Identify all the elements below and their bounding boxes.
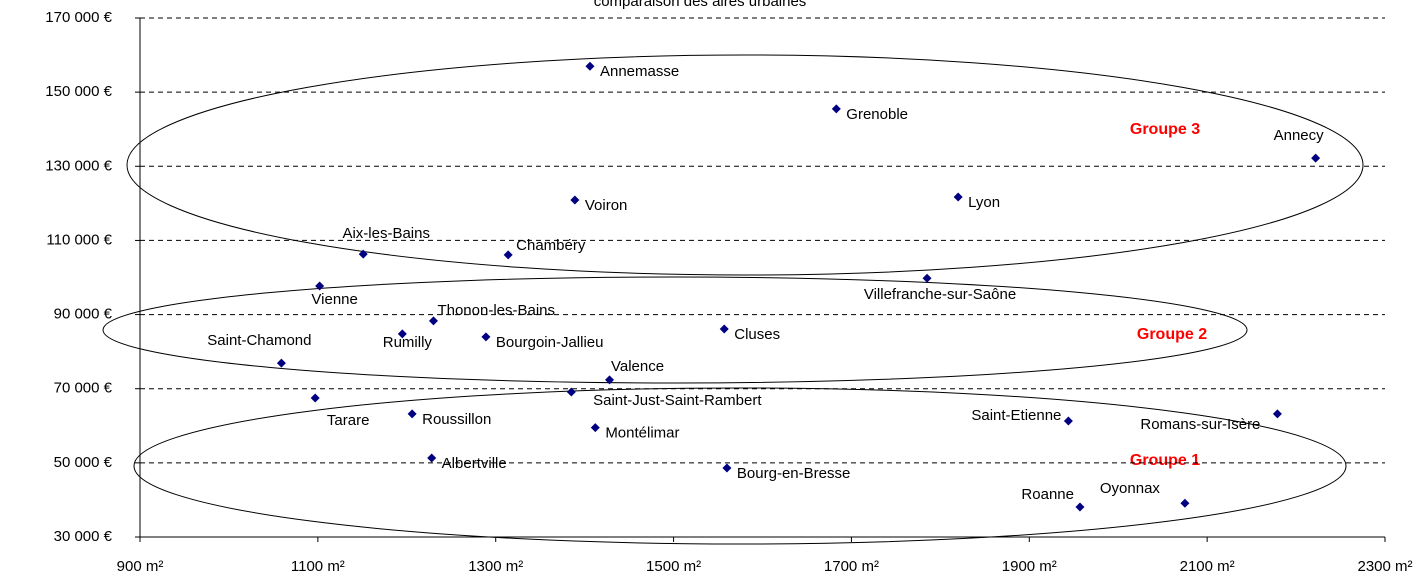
y-tick-label: 30 000 € bbox=[54, 528, 113, 545]
point bbox=[1272, 409, 1282, 419]
point bbox=[722, 463, 732, 473]
point-label: Montélimar bbox=[605, 425, 679, 442]
point bbox=[831, 104, 841, 114]
y-tick-label: 170 000 € bbox=[45, 9, 112, 26]
point bbox=[570, 195, 580, 205]
x-tick-label: 2300 m² bbox=[1357, 558, 1412, 575]
y-tick-label: 130 000 € bbox=[45, 157, 112, 174]
point bbox=[407, 409, 417, 419]
point-label: Oyonnax bbox=[1100, 480, 1161, 497]
point-label: Roanne bbox=[1021, 486, 1074, 503]
point-label: Bourgoin-Jallieu bbox=[496, 334, 604, 351]
point-label: Lyon bbox=[968, 194, 1000, 211]
point-label: Roussillon bbox=[422, 411, 491, 428]
y-tick-label: 70 000 € bbox=[54, 380, 113, 397]
x-tick-label: 1700 m² bbox=[824, 558, 879, 575]
point bbox=[481, 332, 491, 342]
chart-title: comparaison des aires urbaines bbox=[594, 0, 807, 10]
y-tick-label: 50 000 € bbox=[54, 454, 113, 471]
point bbox=[1311, 153, 1321, 163]
group-label: Groupe 1 bbox=[1130, 452, 1200, 469]
point bbox=[397, 329, 407, 339]
point bbox=[427, 453, 437, 463]
point-label: Albertville bbox=[442, 455, 507, 472]
y-tick-label: 90 000 € bbox=[54, 306, 113, 323]
x-tick-label: 1500 m² bbox=[646, 558, 701, 575]
y-tick-label: 150 000 € bbox=[45, 83, 112, 100]
point-label: Chambéry bbox=[516, 237, 586, 254]
group-label: Groupe 3 bbox=[1130, 121, 1200, 138]
y-tick-label: 110 000 € bbox=[46, 231, 112, 248]
point bbox=[590, 423, 600, 433]
x-tick-label: 2100 m² bbox=[1180, 558, 1235, 575]
x-tick-label: 1100 m² bbox=[291, 558, 345, 575]
point-label: Thonon-les-Bains bbox=[437, 302, 555, 319]
x-tick-label: 1900 m² bbox=[1002, 558, 1057, 575]
group-ellipse bbox=[102, 276, 1248, 384]
point-label: Rumilly bbox=[383, 334, 433, 351]
point bbox=[605, 375, 615, 385]
point-label: Grenoble bbox=[846, 106, 908, 123]
point bbox=[953, 192, 963, 202]
point bbox=[310, 393, 320, 403]
group-ellipse bbox=[133, 387, 1347, 545]
point-label: Romans-sur-Isère bbox=[1140, 416, 1260, 433]
point-label: Saint-Etienne bbox=[971, 407, 1061, 424]
point bbox=[566, 387, 576, 397]
point-label: Villefranche-sur-Saône bbox=[864, 286, 1016, 303]
group-ellipse bbox=[126, 54, 1364, 276]
group-label: Groupe 2 bbox=[1137, 326, 1207, 343]
point-label: Cluses bbox=[734, 326, 780, 343]
point-label: Aix-les-Bains bbox=[342, 225, 430, 242]
point bbox=[503, 250, 513, 260]
x-tick-label: 1300 m² bbox=[468, 558, 523, 575]
point bbox=[1180, 498, 1190, 508]
point bbox=[315, 281, 325, 291]
x-tick-label: 900 m² bbox=[117, 558, 164, 575]
point-label: Saint-Just-Saint-Rambert bbox=[593, 392, 762, 409]
point-label: Annecy bbox=[1274, 127, 1325, 144]
point bbox=[585, 61, 595, 71]
point bbox=[428, 316, 438, 326]
point bbox=[922, 273, 932, 283]
point-label: Vienne bbox=[311, 291, 357, 308]
point-label: Saint-Chamond bbox=[207, 332, 311, 349]
point bbox=[358, 249, 368, 259]
point-label: Tarare bbox=[327, 412, 370, 429]
point-label: Valence bbox=[611, 358, 664, 375]
point-label: Bourg-en-Bresse bbox=[737, 465, 850, 482]
point-label: Annemasse bbox=[600, 63, 679, 80]
point bbox=[276, 358, 286, 368]
point bbox=[1075, 502, 1085, 512]
point-label: Voiron bbox=[585, 197, 628, 214]
point bbox=[1063, 416, 1073, 426]
point bbox=[719, 324, 729, 334]
